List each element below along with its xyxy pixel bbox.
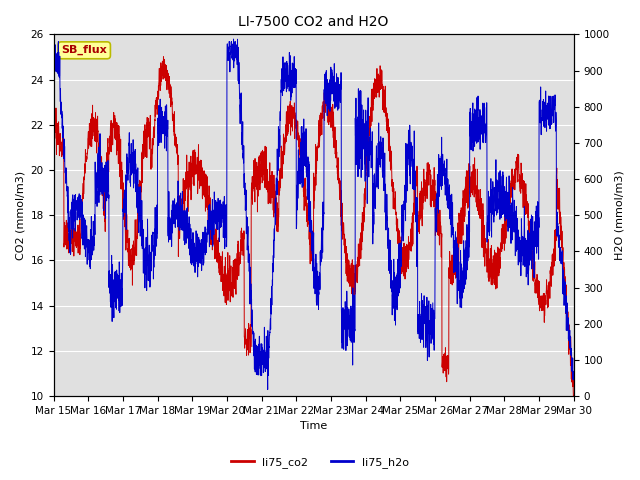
li75_co2	[159, 54, 167, 60]
li75_co2	[109, 129, 116, 135]
li75_co2	[272, 193, 280, 199]
Legend: li75_co2, li75_h2o: li75_co2, li75_h2o	[227, 452, 413, 472]
li75_h2o	[504, 223, 511, 229]
li75_co2	[570, 393, 577, 399]
li75_co2	[250, 186, 257, 192]
Line: li75_h2o: li75_h2o	[54, 39, 573, 389]
Title: LI-7500 CO2 and H2O: LI-7500 CO2 and H2O	[238, 15, 388, 29]
Line: li75_co2: li75_co2	[54, 57, 573, 396]
li75_h2o	[264, 386, 271, 392]
li75_co2	[560, 263, 568, 269]
Y-axis label: H2O (mmol/m3): H2O (mmol/m3)	[615, 170, 625, 260]
li75_h2o	[272, 201, 280, 207]
li75_h2o	[140, 248, 148, 253]
li75_h2o	[109, 299, 116, 305]
li75_h2o	[50, 58, 58, 64]
li75_co2	[50, 126, 58, 132]
Y-axis label: CO2 (mmol/m3): CO2 (mmol/m3)	[15, 171, 25, 260]
li75_h2o	[560, 283, 568, 288]
li75_h2o	[570, 376, 577, 382]
Text: SB_flux: SB_flux	[61, 45, 107, 56]
li75_co2	[570, 393, 577, 399]
li75_co2	[504, 217, 511, 223]
li75_co2	[140, 147, 148, 153]
li75_h2o	[230, 36, 237, 42]
X-axis label: Time: Time	[300, 421, 327, 432]
li75_h2o	[250, 330, 257, 336]
